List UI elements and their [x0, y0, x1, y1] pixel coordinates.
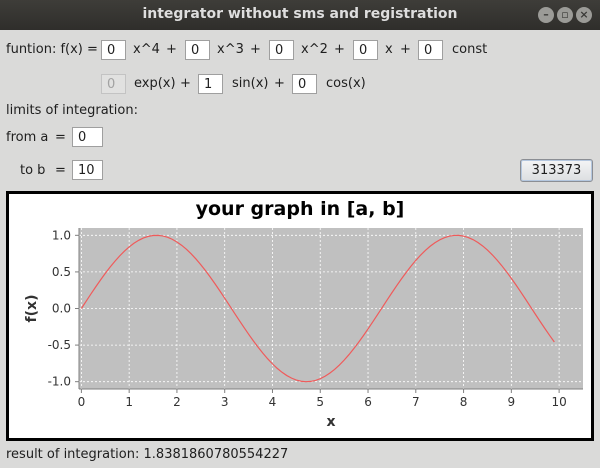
coef-x4-input[interactable] — [101, 40, 126, 60]
equals-sign: = — [55, 163, 66, 178]
term-x-label: x — [385, 42, 393, 57]
plus-sign: + — [400, 42, 411, 57]
x-tick-label: 4 — [269, 395, 277, 409]
chart-title: your graph in [a, b] — [196, 198, 405, 220]
x-tick-label: 9 — [508, 395, 516, 409]
y-tick-label: -1.0 — [48, 375, 71, 389]
equals-sign: = — [55, 130, 66, 145]
x-tick-label: 10 — [551, 395, 566, 409]
term-x3-label: x^3 — [217, 42, 244, 57]
y-tick-label: 0.0 — [52, 302, 71, 316]
x-tick-label: 5 — [316, 395, 324, 409]
coef-x-input[interactable] — [353, 40, 378, 60]
coef-x3-input[interactable] — [185, 40, 210, 60]
title-bar[interactable]: integrator without sms and registration … — [0, 0, 600, 30]
minimize-icon[interactable]: – — [538, 7, 554, 23]
integrate-button[interactable]: 313373 — [520, 159, 593, 182]
y-tick-label: 1.0 — [52, 228, 71, 242]
limit-b-input[interactable] — [72, 160, 103, 180]
y-axis-label: f(x) — [24, 295, 40, 323]
term-cos-label: cos(x) — [326, 76, 366, 91]
term-sin-label: sin(x) — [232, 76, 269, 91]
from-a-label: from a — [6, 130, 49, 145]
x-tick-label: 7 — [412, 395, 420, 409]
term-x4-label: x^4 — [133, 42, 160, 57]
function-chart: your graph in [a, b] 0 1 2 3 4 5 6 7 8 9 10 1.0 0.5 0.… — [24, 198, 583, 430]
plus-sign: + — [180, 76, 191, 91]
term-exp-label: exp(x) — [134, 76, 176, 91]
result-line: result of integration: 1.838186078055422… — [6, 447, 288, 462]
term-const-label: const — [452, 42, 488, 57]
plus-sign: + — [250, 42, 261, 57]
x-axis-label: x — [326, 414, 335, 430]
x-tick-label: 1 — [125, 395, 133, 409]
limit-a-input[interactable] — [72, 127, 103, 147]
x-tick-label: 2 — [173, 395, 181, 409]
x-tick-label: 0 — [78, 395, 86, 409]
close-icon[interactable]: × — [576, 7, 592, 23]
const-input[interactable] — [418, 40, 443, 60]
maximize-icon[interactable]: ▫ — [557, 7, 573, 23]
coef-sin-input[interactable] — [198, 74, 223, 94]
y-tick-label: 0.5 — [52, 265, 71, 279]
coef-cos-input[interactable] — [292, 74, 317, 94]
result-label: result of integration: — [6, 447, 140, 462]
chart-panel: your graph in [a, b] 0 1 2 3 4 5 6 7 8 9 10 1.0 0.5 0.… — [6, 191, 594, 441]
x-tick-label: 3 — [221, 395, 229, 409]
limits-heading: limits of integration: — [6, 103, 138, 118]
series-line — [80, 234, 555, 383]
window-title: integrator without sms and registration — [142, 6, 458, 22]
coef-exp-input — [101, 74, 126, 94]
plus-sign: + — [166, 42, 177, 57]
result-value: 1.8381860780554227 — [143, 447, 289, 462]
y-tick-label: -0.5 — [48, 338, 71, 352]
x-tick-label: 6 — [364, 395, 372, 409]
x-tick-label: 8 — [460, 395, 468, 409]
term-x2-label: x^2 — [301, 42, 328, 57]
coef-x2-input[interactable] — [269, 40, 294, 60]
plus-sign: + — [334, 42, 345, 57]
plus-sign: + — [274, 76, 285, 91]
to-b-label: to b — [20, 163, 46, 178]
function-label: funtion: f(x) = — [6, 42, 98, 57]
